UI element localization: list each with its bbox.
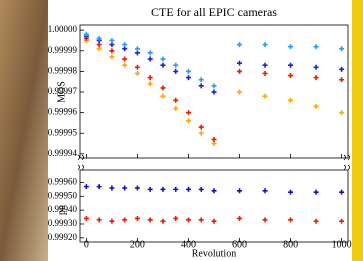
slide-area <box>48 0 352 261</box>
chart-title: CTE for all EPIC cameras <box>151 5 277 19</box>
y-tick-label: 0.99960 <box>48 177 78 187</box>
x-tick-label: 600 <box>232 239 247 250</box>
x-tick-label: 200 <box>130 239 145 250</box>
y-tick-label: 0.99996 <box>48 107 78 117</box>
y-tick-label: 0.99994 <box>48 148 78 158</box>
x-tick-label: 1000 <box>332 239 352 250</box>
y-tick-label: 1.00000 <box>48 24 78 34</box>
y-tick-label: 0.99930 <box>48 218 78 228</box>
x-tick-label: 800 <box>283 239 298 250</box>
y-tick-label: 0.99950 <box>48 190 78 200</box>
y-tick-label: 0.99995 <box>48 127 78 137</box>
chart: CTE for all EPIC cameras MOS pn Revoluti… <box>0 0 363 261</box>
y-tick-label: 0.99940 <box>48 204 78 214</box>
background-photo <box>0 0 48 261</box>
background-strip <box>352 0 363 261</box>
x-axis-label: Revolution <box>192 248 236 259</box>
x-tick-label: 0 <box>84 239 89 250</box>
y-tick-label: 0.99920 <box>48 232 78 242</box>
y-tick-label: 0.99998 <box>48 65 78 75</box>
y-tick-label: 0.99999 <box>48 45 78 55</box>
y-tick-label: 0.99997 <box>48 86 78 96</box>
x-tick-label: 400 <box>181 239 196 250</box>
